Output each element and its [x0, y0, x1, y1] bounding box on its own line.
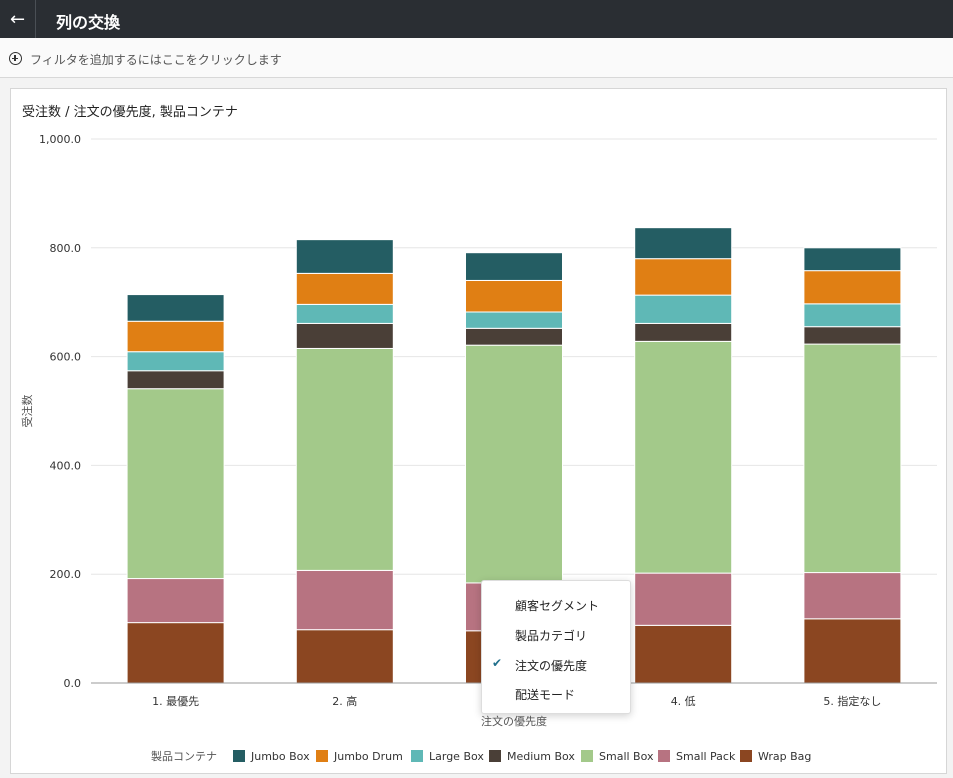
- menu-item-label: 配送モード: [515, 688, 576, 702]
- bar-segment[interactable]: [803, 326, 902, 345]
- bar-segment[interactable]: [465, 311, 563, 329]
- menu-item-order-priority[interactable]: ✔ 注文の優先度: [482, 650, 630, 678]
- add-filter-prompt[interactable]: フィルタを追加するにはここをクリックします: [30, 53, 282, 67]
- bar-segment[interactable]: [295, 239, 394, 274]
- legend-swatch: [581, 750, 593, 762]
- bar-segment[interactable]: [634, 258, 733, 296]
- column-swap-menu: 顧客セグメント 製品カテゴリ ✔ 注文の優先度 配送モード: [481, 580, 631, 714]
- legend-label: Jumbo Drum: [333, 750, 403, 763]
- legend-label: Small Pack: [676, 750, 736, 763]
- bar-segment[interactable]: [803, 303, 902, 328]
- legend-swatch: [316, 750, 328, 762]
- bar-segment[interactable]: [465, 344, 563, 584]
- y-tick-label: 200.0: [50, 568, 82, 581]
- y-tick-label: 0.0: [64, 677, 82, 690]
- bar-segment[interactable]: [465, 252, 563, 281]
- back-button[interactable]: ←: [0, 0, 36, 38]
- bar-segment[interactable]: [803, 343, 902, 574]
- bar-segment[interactable]: [126, 351, 225, 372]
- legend-label: Jumbo Box: [250, 750, 310, 763]
- x-tick-label: 2. 高: [332, 694, 357, 708]
- bar-segment[interactable]: [465, 327, 563, 346]
- y-tick-label: 800.0: [50, 242, 82, 255]
- bar-segment[interactable]: [465, 279, 563, 313]
- legend-swatch: [489, 750, 501, 762]
- menu-item-label: 製品カテゴリ: [515, 629, 588, 643]
- menu-item-customer-segment[interactable]: 顧客セグメント: [482, 590, 630, 618]
- page-title: 列の交換: [56, 13, 121, 32]
- x-axis-label: 注文の優先度: [481, 714, 547, 728]
- bar-segment[interactable]: [634, 322, 733, 342]
- bar-segment[interactable]: [295, 569, 394, 631]
- bar-segment[interactable]: [126, 370, 225, 390]
- bar-segment[interactable]: [803, 618, 902, 684]
- legend-label: Small Box: [599, 750, 654, 763]
- bar-segment[interactable]: [126, 320, 225, 353]
- bar-segment[interactable]: [126, 294, 225, 322]
- checkmark-icon: ✔: [492, 656, 503, 670]
- bar-segment[interactable]: [634, 340, 733, 574]
- legend-label: Large Box: [429, 750, 484, 763]
- bar-segment[interactable]: [803, 572, 902, 620]
- bar-segment[interactable]: [634, 294, 733, 324]
- legend-title: 製品コンテナ: [151, 749, 217, 763]
- back-arrow-icon: ←: [9, 8, 26, 30]
- x-tick-label: 1. 最優先: [152, 695, 199, 708]
- y-tick-label: 1,000.0: [39, 133, 81, 146]
- bar-segment[interactable]: [634, 227, 733, 260]
- menu-item-label: 注文の優先度: [515, 659, 588, 673]
- y-axis-label: 受注数: [20, 395, 34, 428]
- bar-segment[interactable]: [295, 272, 394, 305]
- bar-segment[interactable]: [803, 270, 902, 305]
- bar-segment[interactable]: [295, 629, 394, 684]
- legend-swatch: [740, 750, 752, 762]
- menu-item-product-category[interactable]: 製品カテゴリ: [482, 620, 630, 648]
- bar-segment[interactable]: [295, 303, 394, 324]
- menu-item-label: 顧客セグメント: [515, 599, 600, 613]
- bar-segment[interactable]: [126, 388, 225, 580]
- add-circle-icon[interactable]: [9, 52, 22, 65]
- bar-segment[interactable]: [126, 622, 225, 684]
- legend-label: Medium Box: [507, 750, 575, 763]
- x-tick-label: 5. 指定なし: [823, 694, 881, 708]
- filter-bar[interactable]: フィルタを追加するにはここをクリックします: [0, 38, 953, 78]
- bar-segment[interactable]: [126, 578, 225, 624]
- x-tick-label: 4. 低: [671, 695, 696, 708]
- app-header: ← 列の交換: [0, 0, 953, 38]
- y-tick-label: 400.0: [50, 459, 82, 472]
- legend-swatch: [411, 750, 423, 762]
- legend-swatch: [658, 750, 670, 762]
- legend-swatch: [233, 750, 245, 762]
- y-tick-label: 600.0: [50, 351, 82, 364]
- bar-segment[interactable]: [634, 624, 733, 684]
- legend-label: Wrap Bag: [758, 750, 811, 763]
- bar-segment[interactable]: [295, 322, 394, 349]
- bar-segment[interactable]: [634, 572, 733, 626]
- menu-item-ship-mode[interactable]: 配送モード: [482, 679, 630, 707]
- chart-title: 受注数 / 注文の優先度, 製品コンテナ: [22, 105, 238, 120]
- bar-segment[interactable]: [803, 247, 902, 272]
- bar-segment[interactable]: [295, 347, 394, 571]
